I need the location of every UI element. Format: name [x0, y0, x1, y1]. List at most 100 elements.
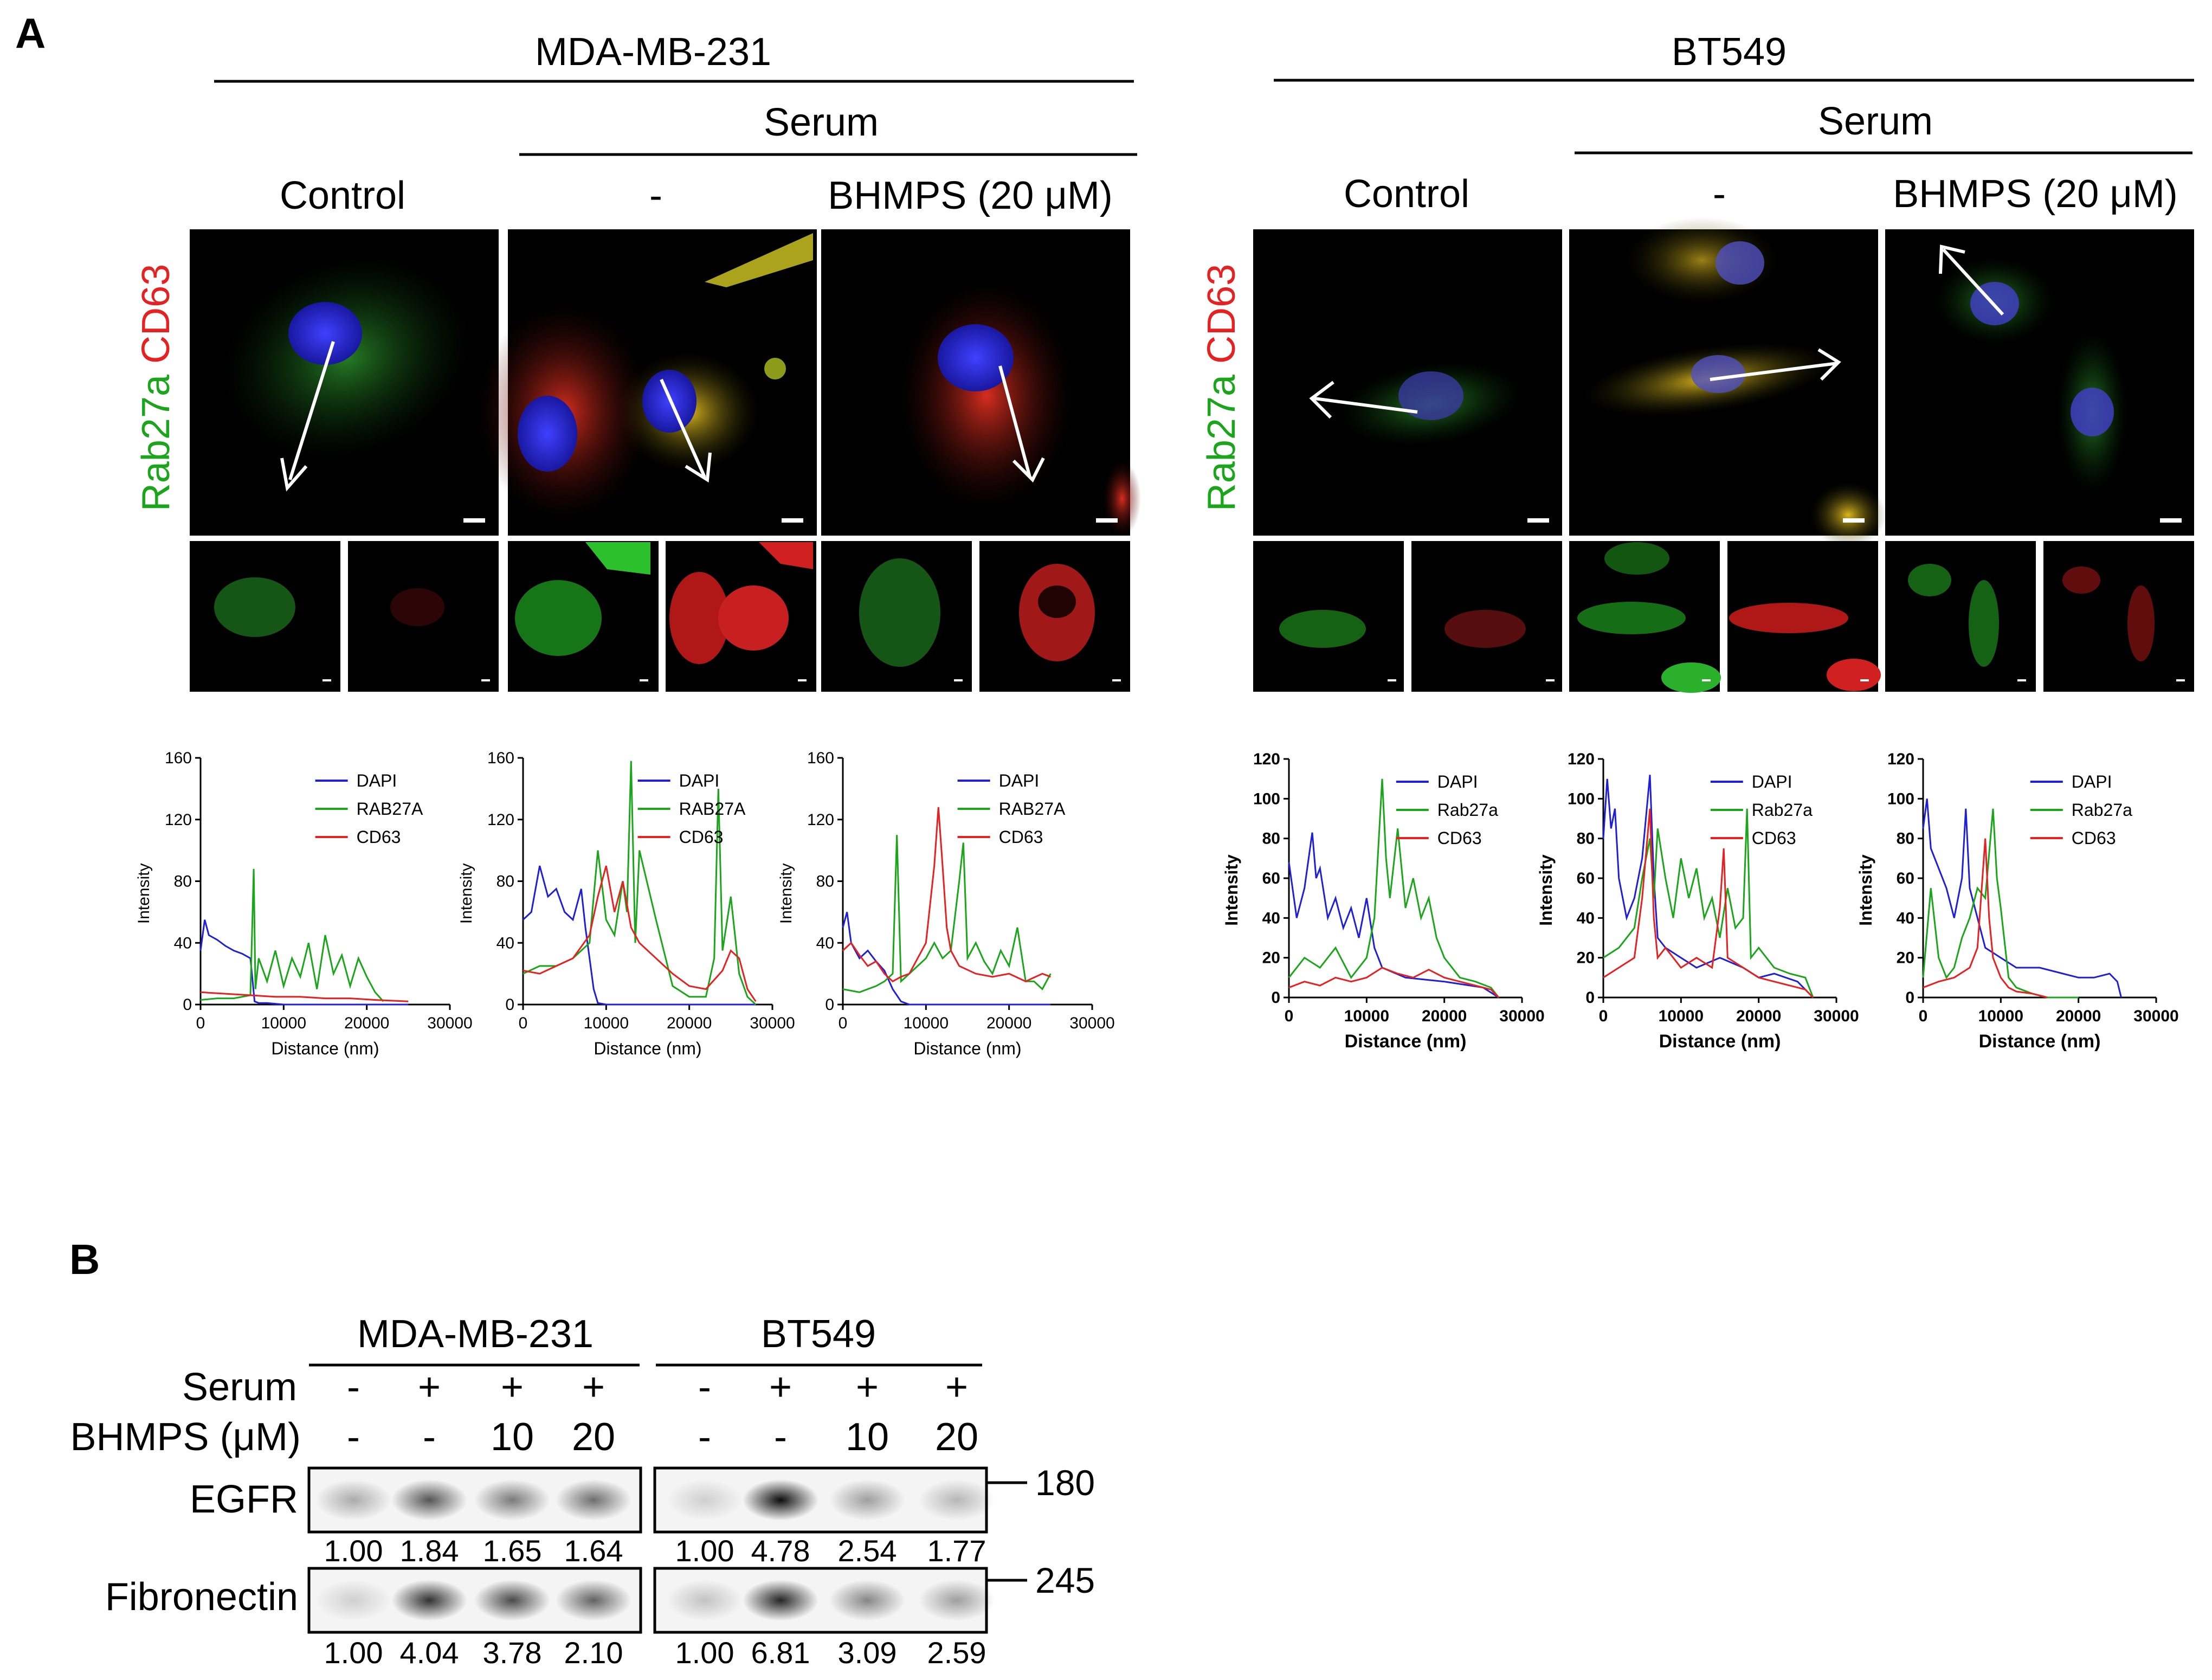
- y-tick-label: 60: [1897, 870, 1914, 887]
- legend-label: DAPI: [999, 771, 1040, 790]
- group1-stain-red: CD63: [134, 264, 178, 364]
- fibronectin-blot-group2: [653, 1567, 995, 1634]
- x-tick-label: 0: [839, 1014, 848, 1032]
- group1-stain-label: Rab27a CD63: [134, 264, 178, 511]
- y-tick-label: 100: [1568, 790, 1595, 808]
- y-tick-label: 80: [1577, 830, 1595, 848]
- profile-chart-3: 0 40 80 120 160 0 10000 20000 30000 Distance (nm)…: [777, 749, 1115, 1058]
- legend-label: CD63: [679, 827, 724, 847]
- legend-label: DAPI: [357, 771, 397, 790]
- y-tick-label: 80: [816, 873, 834, 891]
- fibronectin-band: [667, 1580, 743, 1621]
- group2-condition-bhmps: BHMPS (20 μM): [1893, 172, 2178, 216]
- legend-label: CD63: [357, 827, 401, 847]
- blot-lane-labels: - + + + - - 10 20 1.00 1.84 1.65 1.64 1.00 4.04 3.78 2.…: [324, 1366, 986, 1670]
- panel-b-label: B: [69, 1235, 100, 1283]
- serum-lane-label: +: [856, 1366, 879, 1409]
- series-line-cd63: [1923, 838, 2048, 999]
- x-axis-label: Distance (nm): [1659, 1031, 1781, 1052]
- legend-label: CD63: [999, 827, 1043, 847]
- profile-chart-1: 0 40 80 120 160 0 10000 20000 30000 Distance (nm)…: [135, 749, 473, 1058]
- group1-condition-bhmps: BHMPS (20 μM): [828, 174, 1113, 217]
- legend-label: CD63: [2072, 828, 2116, 848]
- bhmps-lane-label: 10: [491, 1415, 534, 1459]
- fibronectin-band: [829, 1580, 905, 1621]
- x-tick-label: 10000: [1978, 1007, 2023, 1025]
- y-tick-label: 40: [1897, 909, 1914, 927]
- y-tick-label: 160: [807, 749, 834, 767]
- bhmps-lane-label: -: [423, 1415, 436, 1459]
- fibronectin-quant-value: 2.59: [927, 1636, 986, 1670]
- group1-thumbnails: [190, 541, 1130, 692]
- y-tick-label: 40: [816, 934, 834, 952]
- y-tick-label: 160: [487, 749, 514, 767]
- group2-thumbnails: [1253, 541, 2194, 693]
- group2-condition-control: Control: [1344, 172, 1469, 216]
- series-line-cd63: [1288, 967, 1500, 999]
- group1-condition-control: Control: [280, 174, 405, 217]
- y-tick-label: 0: [1585, 989, 1595, 1007]
- x-tick-label: 30000: [427, 1014, 472, 1032]
- series-line-dapi: [199, 919, 409, 1006]
- series-line-cd63: [842, 807, 1051, 983]
- series-line-dapi: [522, 865, 756, 1006]
- fibronectin-band: [743, 1580, 818, 1621]
- y-tick-label: 120: [807, 811, 834, 829]
- egfr-blot-group2: [653, 1466, 995, 1534]
- y-axis-label: Intensity: [135, 863, 153, 924]
- y-tick-label: 80: [1897, 830, 1914, 848]
- x-axis-label: Distance (nm): [271, 1039, 379, 1058]
- x-tick-label: 30000: [1814, 1007, 1859, 1025]
- panel-a-label: A: [15, 9, 46, 57]
- fibronectin-blot-group1: [307, 1567, 642, 1634]
- x-tick-label: 10000: [1659, 1007, 1704, 1025]
- y-tick-label: 100: [1887, 790, 1914, 808]
- x-tick-label: 20000: [1422, 1007, 1467, 1025]
- y-axis-label: Intensity: [1856, 854, 1875, 926]
- x-tick-label: 10000: [1344, 1007, 1389, 1025]
- y-tick-label: 120: [1568, 750, 1595, 768]
- y-tick-label: 0: [183, 996, 192, 1014]
- x-tick-label: 0: [519, 1014, 528, 1032]
- legend-label: DAPI: [1752, 772, 1792, 791]
- bhmps-lane-label: -: [774, 1415, 787, 1459]
- x-tick-label: 30000: [1069, 1014, 1114, 1032]
- y-tick-label: 0: [825, 996, 834, 1014]
- y-axis-label: Intensity: [777, 863, 795, 924]
- y-tick-label: 20: [1577, 949, 1595, 967]
- x-tick-label: 0: [196, 1014, 205, 1032]
- y-tick-label: 80: [174, 873, 192, 891]
- y-tick-label: 120: [487, 811, 514, 829]
- x-tick-label: 0: [1599, 1007, 1608, 1025]
- group1-micrograph-bhmps: [821, 229, 1141, 537]
- legend-label: RAB27A: [999, 799, 1066, 819]
- y-tick-label: 120: [1887, 750, 1914, 768]
- bhmps-row-label: BHMPS (μM): [70, 1415, 301, 1459]
- group2-serum-label: Serum: [1818, 100, 1933, 143]
- egfr-quant-value: 1.00: [675, 1534, 734, 1568]
- x-axis-label: Distance (nm): [594, 1039, 701, 1058]
- serum-lane-label: +: [418, 1366, 441, 1409]
- group2-stain-green: Rab27a: [1200, 374, 1243, 511]
- egfr-band: [315, 1479, 391, 1521]
- bhmps-lane-label: 20: [935, 1415, 978, 1459]
- x-tick-label: 20000: [1736, 1007, 1781, 1025]
- marker-245-label: 245: [1035, 1560, 1095, 1600]
- series-line-rab27a: [842, 835, 1052, 993]
- profile-chart-4: 0 20 40 60 80 100 120 0 10000 20000 30000 Distance …: [1222, 750, 1545, 1052]
- profile-chart-5: 0 20 40 60 80 100 120 0 10000 20000 30000 Distance …: [1536, 750, 1859, 1052]
- x-tick-label: 10000: [584, 1014, 629, 1032]
- x-axis-label: Distance (nm): [1979, 1031, 2101, 1052]
- fibronectin-quant-value: 1.00: [324, 1636, 383, 1670]
- y-tick-label: 0: [505, 996, 514, 1014]
- x-axis-label: Distance (nm): [1345, 1031, 1467, 1052]
- egfr-quant-value: 1.65: [483, 1534, 542, 1568]
- egfr-quant-value: 4.78: [751, 1534, 810, 1568]
- series-line-rab27a: [1922, 808, 2079, 999]
- serum-lane-label: -: [698, 1366, 711, 1409]
- y-tick-label: 120: [165, 811, 192, 829]
- fibronectin-quant-value: 4.04: [400, 1636, 459, 1670]
- y-tick-label: 0: [1905, 989, 1914, 1007]
